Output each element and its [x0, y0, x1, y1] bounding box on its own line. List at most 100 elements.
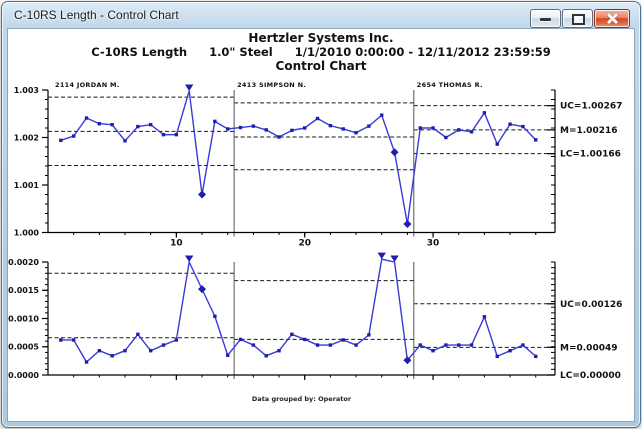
x-tick-label: 30 — [427, 239, 440, 249]
y-tick-label: 0.0005 — [8, 343, 39, 352]
data-point[interactable] — [482, 111, 487, 115]
data-point[interactable] — [521, 343, 525, 347]
data-point[interactable] — [136, 332, 140, 337]
data-point[interactable] — [174, 132, 179, 137]
data-point[interactable] — [161, 343, 166, 347]
data-point[interactable] — [380, 113, 384, 117]
data-point[interactable] — [238, 337, 243, 342]
data-point[interactable] — [161, 132, 166, 137]
y-tick-label: 0.0010 — [8, 314, 39, 323]
data-point[interactable] — [469, 130, 474, 134]
data-point[interactable] — [277, 135, 281, 139]
data-point[interactable] — [84, 116, 89, 120]
data-point[interactable] — [251, 343, 256, 347]
title-bar[interactable]: C-10RS Length - Control Chart — [2, 2, 640, 28]
data-point[interactable] — [495, 354, 499, 359]
data-point[interactable] — [431, 126, 435, 130]
data-point[interactable] — [482, 315, 487, 319]
data-point[interactable] — [290, 128, 294, 133]
data-point[interactable] — [354, 343, 358, 347]
data-point[interactable] — [341, 127, 345, 131]
data-point[interactable] — [225, 127, 230, 131]
data-point[interactable] — [341, 338, 345, 342]
data-point[interactable] — [444, 135, 448, 140]
data-point[interactable] — [225, 353, 230, 357]
data-point[interactable] — [213, 119, 217, 124]
data-point[interactable] — [264, 128, 268, 132]
data-point[interactable] — [123, 139, 127, 143]
data-point[interactable] — [277, 349, 281, 353]
data-point-flagged[interactable] — [184, 84, 194, 91]
data-point[interactable] — [303, 337, 307, 342]
control-charts-canvas[interactable]: 1.000 1.001 1.002 1.003 UC=1.00267 M=1.00216 L… — [8, 29, 638, 424]
data-point[interactable] — [469, 343, 474, 347]
averages-control-chart: 1.000 1.001 1.002 1.003 UC=1.00267 M=1.00216 L… — [14, 81, 623, 249]
chart-header: Hertzler Systems Inc. C-10RS Length 1.0"… — [8, 31, 634, 73]
close-icon — [606, 12, 619, 25]
data-point-flagged[interactable] — [377, 252, 386, 260]
data-point[interactable] — [97, 122, 102, 126]
data-point[interactable] — [534, 354, 538, 359]
data-point[interactable] — [521, 124, 525, 129]
minimize-button[interactable] — [530, 9, 561, 28]
data-point[interactable] — [354, 131, 358, 135]
data-point[interactable] — [84, 360, 89, 364]
y-axis-right-ticks: UC=0.00126 M=0.00049 LC=0.00000 — [547, 261, 622, 381]
chart-type-title: Control Chart — [275, 59, 367, 73]
data-point[interactable] — [238, 125, 243, 130]
data-point[interactable] — [315, 116, 320, 121]
data-point[interactable] — [508, 122, 512, 126]
data-point[interactable] — [328, 123, 333, 128]
data-point-flagged[interactable] — [198, 285, 207, 294]
data-point[interactable] — [418, 126, 422, 130]
data-point[interactable] — [303, 126, 307, 130]
data-point-flagged[interactable] — [403, 356, 412, 365]
data-point[interactable] — [534, 138, 538, 142]
data-point[interactable] — [110, 122, 114, 127]
data-point-flagged[interactable] — [390, 148, 399, 157]
maximize-icon — [572, 14, 585, 25]
data-point-flagged[interactable] — [403, 219, 412, 228]
data-point[interactable] — [71, 134, 76, 138]
data-point[interactable] — [444, 343, 448, 347]
data-point[interactable] — [264, 354, 268, 358]
data-point[interactable] — [59, 338, 63, 342]
operator-group-label: 2654 THOMAS R. — [417, 81, 483, 89]
data-point[interactable] — [97, 349, 102, 353]
y-tick-label: 0.0000 — [8, 371, 39, 380]
control-limit-lines — [48, 272, 555, 348]
x-axis-ticks: 10 20 30 — [73, 232, 537, 249]
data-point[interactable] — [71, 338, 76, 342]
data-point[interactable] — [418, 343, 422, 347]
data-point[interactable] — [367, 124, 371, 128]
data-point[interactable] — [431, 349, 435, 353]
data-point[interactable] — [148, 349, 153, 353]
data-point[interactable] — [136, 124, 140, 129]
data-point[interactable] — [367, 333, 371, 337]
x-tick-label: 10 — [170, 239, 183, 249]
data-point[interactable] — [213, 314, 217, 318]
data-point[interactable] — [110, 354, 114, 358]
data-point-flagged[interactable] — [184, 255, 194, 263]
y-axis-left-ticks: 0.0000 0.0005 0.0010 0.0015 0.0020 — [8, 258, 48, 380]
y-axis-left-ticks: 1.000 1.001 1.002 1.003 — [14, 86, 48, 237]
data-point[interactable] — [315, 343, 320, 347]
data-point[interactable] — [457, 128, 461, 132]
axes — [47, 262, 556, 376]
data-point[interactable] — [59, 138, 63, 143]
maximize-button[interactable] — [562, 9, 593, 28]
data-point[interactable] — [251, 124, 256, 128]
control-limit-label: UC=1.00267 — [560, 102, 622, 112]
data-point[interactable] — [328, 343, 333, 347]
data-point[interactable] — [174, 338, 179, 342]
data-point[interactable] — [457, 343, 461, 347]
data-point[interactable] — [123, 349, 127, 353]
data-point[interactable] — [148, 122, 153, 127]
close-button[interactable] — [594, 9, 630, 28]
data-point[interactable] — [290, 332, 294, 337]
data-point[interactable] — [495, 142, 499, 146]
data-point-flagged[interactable] — [198, 190, 207, 199]
data-point[interactable] — [508, 349, 512, 353]
data-point-flagged[interactable] — [390, 255, 399, 263]
